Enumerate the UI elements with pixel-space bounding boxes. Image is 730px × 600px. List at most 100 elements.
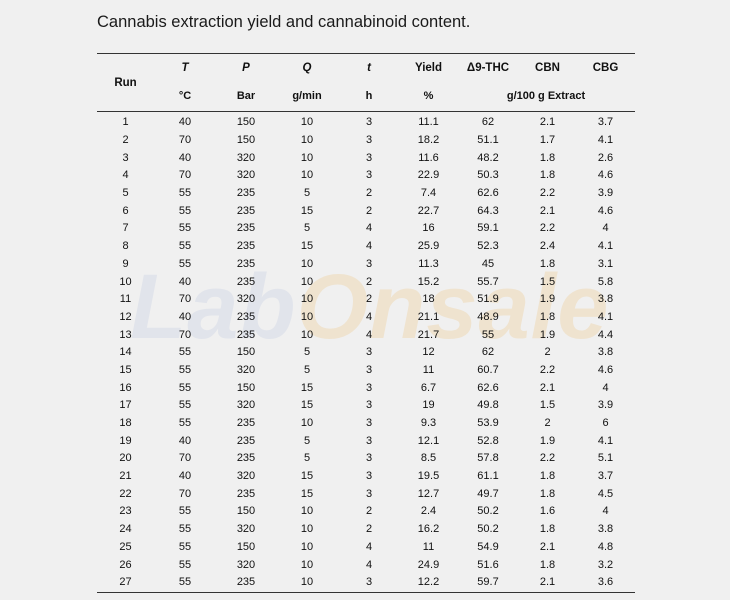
cell-t-time: 3 xyxy=(365,417,373,430)
cell-q: 10 xyxy=(300,151,314,164)
table-row: 1 40 150 10 3 11.1 62 2.1 3.7 xyxy=(97,112,635,132)
cell-t-time: 4 xyxy=(365,540,373,553)
cell-t-temp: 55 xyxy=(178,417,192,430)
unit-yield: % xyxy=(400,81,457,112)
cell-yield: 21.1 xyxy=(417,310,440,323)
cell-run: 17 xyxy=(119,399,132,412)
table-row: 5 55 235 5 2 7.4 62.6 2.2 3.9 xyxy=(97,185,635,203)
cell-q: 10 xyxy=(300,523,314,536)
header-q: Q xyxy=(302,61,312,74)
cell-yield: 22.7 xyxy=(417,204,440,217)
table-row: 10 40 235 10 2 15.2 55.7 1.5 5.8 xyxy=(97,273,635,291)
cell-q: 10 xyxy=(276,573,338,593)
cell-t-time: 2 xyxy=(365,505,373,518)
cell-q: 5 xyxy=(303,222,311,235)
cell-thc: 59.7 xyxy=(457,573,519,593)
cell-cbg: 4.1 xyxy=(597,240,614,253)
cell-cbg: 4.5 xyxy=(597,487,614,500)
cell-p: 235 xyxy=(236,257,256,270)
cell-q: 5 xyxy=(303,452,311,465)
cell-p: 235 xyxy=(236,240,256,253)
table-row: 3 40 320 10 3 11.6 48.2 1.8 2.6 xyxy=(97,149,635,167)
cell-cbn: 1.7 xyxy=(539,134,556,147)
cell-p: 320 xyxy=(236,151,256,164)
table-row: 17 55 320 15 3 19 49.8 1.5 3.9 xyxy=(97,397,635,415)
cell-t-time: 3 xyxy=(365,346,373,359)
cell-t-temp: 70 xyxy=(178,293,192,306)
cell-q: 10 xyxy=(300,310,314,323)
cell-cbn: 2.1 xyxy=(539,204,556,217)
cell-q: 10 xyxy=(300,505,314,518)
cell-cbg: 4 xyxy=(602,222,609,235)
cell-q: 15 xyxy=(300,487,314,500)
cell-run: 23 xyxy=(119,505,132,518)
cell-q: 15 xyxy=(300,204,314,217)
cell-t-time: 3 xyxy=(365,434,373,447)
cell-cbn: 1.9 xyxy=(539,293,556,306)
cell-yield: 11.1 xyxy=(418,116,439,129)
cell-cbg: 4.8 xyxy=(597,540,614,553)
cell-t-time: 3 xyxy=(365,169,373,182)
cell-yield: 12.2 xyxy=(400,573,457,593)
table-row: 24 55 320 10 2 16.2 50.2 1.8 3.8 xyxy=(97,521,635,539)
cell-t-temp: 40 xyxy=(178,275,192,288)
cell-t-time: 3 xyxy=(365,487,373,500)
table-row: 9 55 235 10 3 11.3 45 1.8 3.1 xyxy=(97,256,635,274)
cell-thc: 50.2 xyxy=(477,505,499,518)
cell-cbn: 2.1 xyxy=(539,116,556,129)
cell-cbg: 5.8 xyxy=(597,275,614,288)
cell-t-temp: 55 xyxy=(178,399,192,412)
table-row: 20 70 235 5 3 8.5 57.8 2.2 5.1 xyxy=(97,450,635,468)
cell-t-temp: 55 xyxy=(178,222,192,235)
table-row: 13 70 235 10 4 21.7 55 1.9 4.4 xyxy=(97,326,635,344)
cell-t-time: 3 xyxy=(365,116,373,129)
cell-thc: 60.7 xyxy=(477,363,499,376)
cell-cbg: 2.6 xyxy=(597,151,614,164)
cell-run: 2 xyxy=(122,134,129,147)
cell-cbn: 2 xyxy=(544,346,551,359)
cell-thc: 52.3 xyxy=(477,240,499,253)
cell-t-temp: 40 xyxy=(178,434,192,447)
cell-q: 10 xyxy=(300,116,314,129)
cell-t-time: 2 xyxy=(365,293,373,306)
cell-cbg: 4.1 xyxy=(597,310,614,323)
cell-run: 22 xyxy=(119,487,132,500)
cell-q: 10 xyxy=(300,134,314,147)
cell-cbg: 4.4 xyxy=(597,328,614,341)
cell-thc: 61.1 xyxy=(477,470,499,483)
cell-cbn: 1.9 xyxy=(539,434,556,447)
unit-t-temp: °C xyxy=(154,81,216,112)
table-row: 7 55 235 5 4 16 59.1 2.2 4 xyxy=(97,220,635,238)
cell-t-temp: 70 xyxy=(178,487,192,500)
cell-run: 24 xyxy=(119,523,132,536)
cell-t-temp: 55 xyxy=(178,240,192,253)
cell-t-temp: 40 xyxy=(178,310,192,323)
table-row: 22 70 235 15 3 12.7 49.7 1.8 4.5 xyxy=(97,485,635,503)
cell-yield: 9.3 xyxy=(420,417,437,430)
table-row: 27 55 235 10 3 12.2 59.7 2.1 3.6 xyxy=(97,573,635,593)
cell-t-temp: 55 xyxy=(178,505,192,518)
cell-cbn: 1.8 xyxy=(539,487,556,500)
cell-t-time: 3 xyxy=(338,573,400,593)
cell-yield: 12 xyxy=(422,346,435,359)
cell-p: 150 xyxy=(236,381,256,394)
cell-yield: 2.4 xyxy=(420,505,437,518)
cell-cbg: 3.2 xyxy=(597,558,614,571)
cell-cbg: 4 xyxy=(602,381,609,394)
cell-t-time: 4 xyxy=(365,240,373,253)
cell-p: 320 xyxy=(236,169,256,182)
cell-run: 3 xyxy=(122,151,129,164)
cell-t-time: 4 xyxy=(365,558,373,571)
unit-p: Bar xyxy=(216,81,276,112)
cell-thc: 53.9 xyxy=(477,417,499,430)
cell-t-temp: 55 xyxy=(178,363,192,376)
cell-run: 5 xyxy=(122,187,129,200)
cell-p: 235 xyxy=(236,487,256,500)
cell-yield: 11 xyxy=(422,540,435,553)
cell-p: 235 xyxy=(236,452,256,465)
cell-thc: 64.3 xyxy=(477,204,499,217)
cell-thc: 49.7 xyxy=(477,487,499,500)
cell-run: 18 xyxy=(119,417,132,430)
cell-thc: 62.6 xyxy=(477,187,499,200)
cell-cbg: 3.9 xyxy=(597,399,614,412)
